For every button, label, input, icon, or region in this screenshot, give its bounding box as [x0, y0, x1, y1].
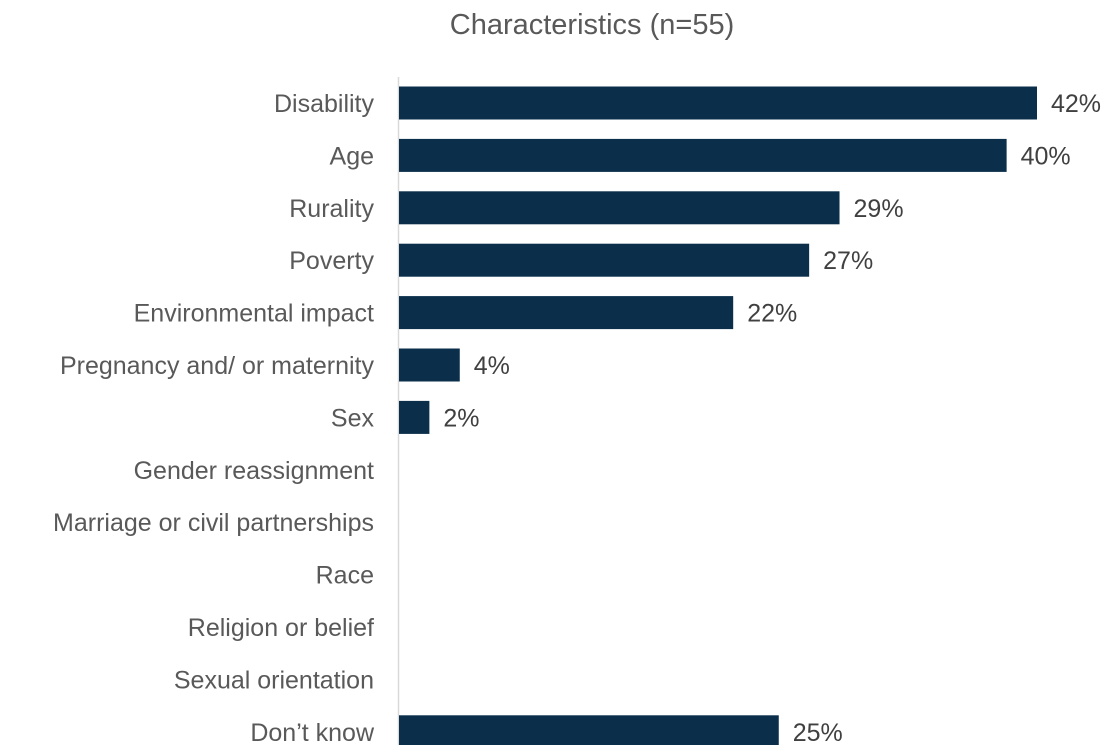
bar	[399, 296, 734, 330]
category-label: Age	[330, 142, 374, 170]
bar	[399, 715, 779, 745]
category-label: Rurality	[289, 195, 374, 223]
bar	[399, 86, 1037, 120]
data-label: 27%	[823, 247, 873, 275]
category-label: Gender reassignment	[134, 457, 374, 485]
category-label: Marriage or civil partnerships	[53, 509, 374, 537]
category-label: Poverty	[289, 247, 374, 275]
category-label: Race	[316, 562, 374, 590]
chart-title: Characteristics (n=55)	[450, 9, 734, 41]
bar	[399, 400, 430, 434]
bars-group	[399, 86, 1037, 745]
bar	[399, 138, 1007, 172]
bar	[399, 191, 840, 225]
category-label: Environmental impact	[134, 300, 374, 328]
category-label: Disability	[274, 90, 375, 118]
data-label: 4%	[474, 352, 510, 380]
category-label: Pregnancy and/ or maternity	[60, 352, 375, 380]
category-label: Sex	[331, 404, 375, 432]
category-label: Sexual orientation	[174, 666, 374, 694]
data-label: 25%	[793, 719, 843, 745]
bar	[399, 348, 460, 382]
category-label: Don’t know	[250, 719, 375, 745]
category-label: Religion or belief	[188, 614, 374, 642]
data-label: 42%	[1051, 90, 1101, 118]
data-label: 2%	[443, 404, 479, 432]
data-label: 29%	[854, 195, 904, 223]
data-label: 40%	[1021, 142, 1071, 170]
data-label: 22%	[747, 300, 797, 328]
category-labels: Disability Age Rurality Poverty Environmenta…	[53, 90, 375, 745]
bar	[399, 243, 810, 277]
value-labels: 42% 40% 29% 27% 22% 4% 2% 25%	[443, 90, 1101, 745]
